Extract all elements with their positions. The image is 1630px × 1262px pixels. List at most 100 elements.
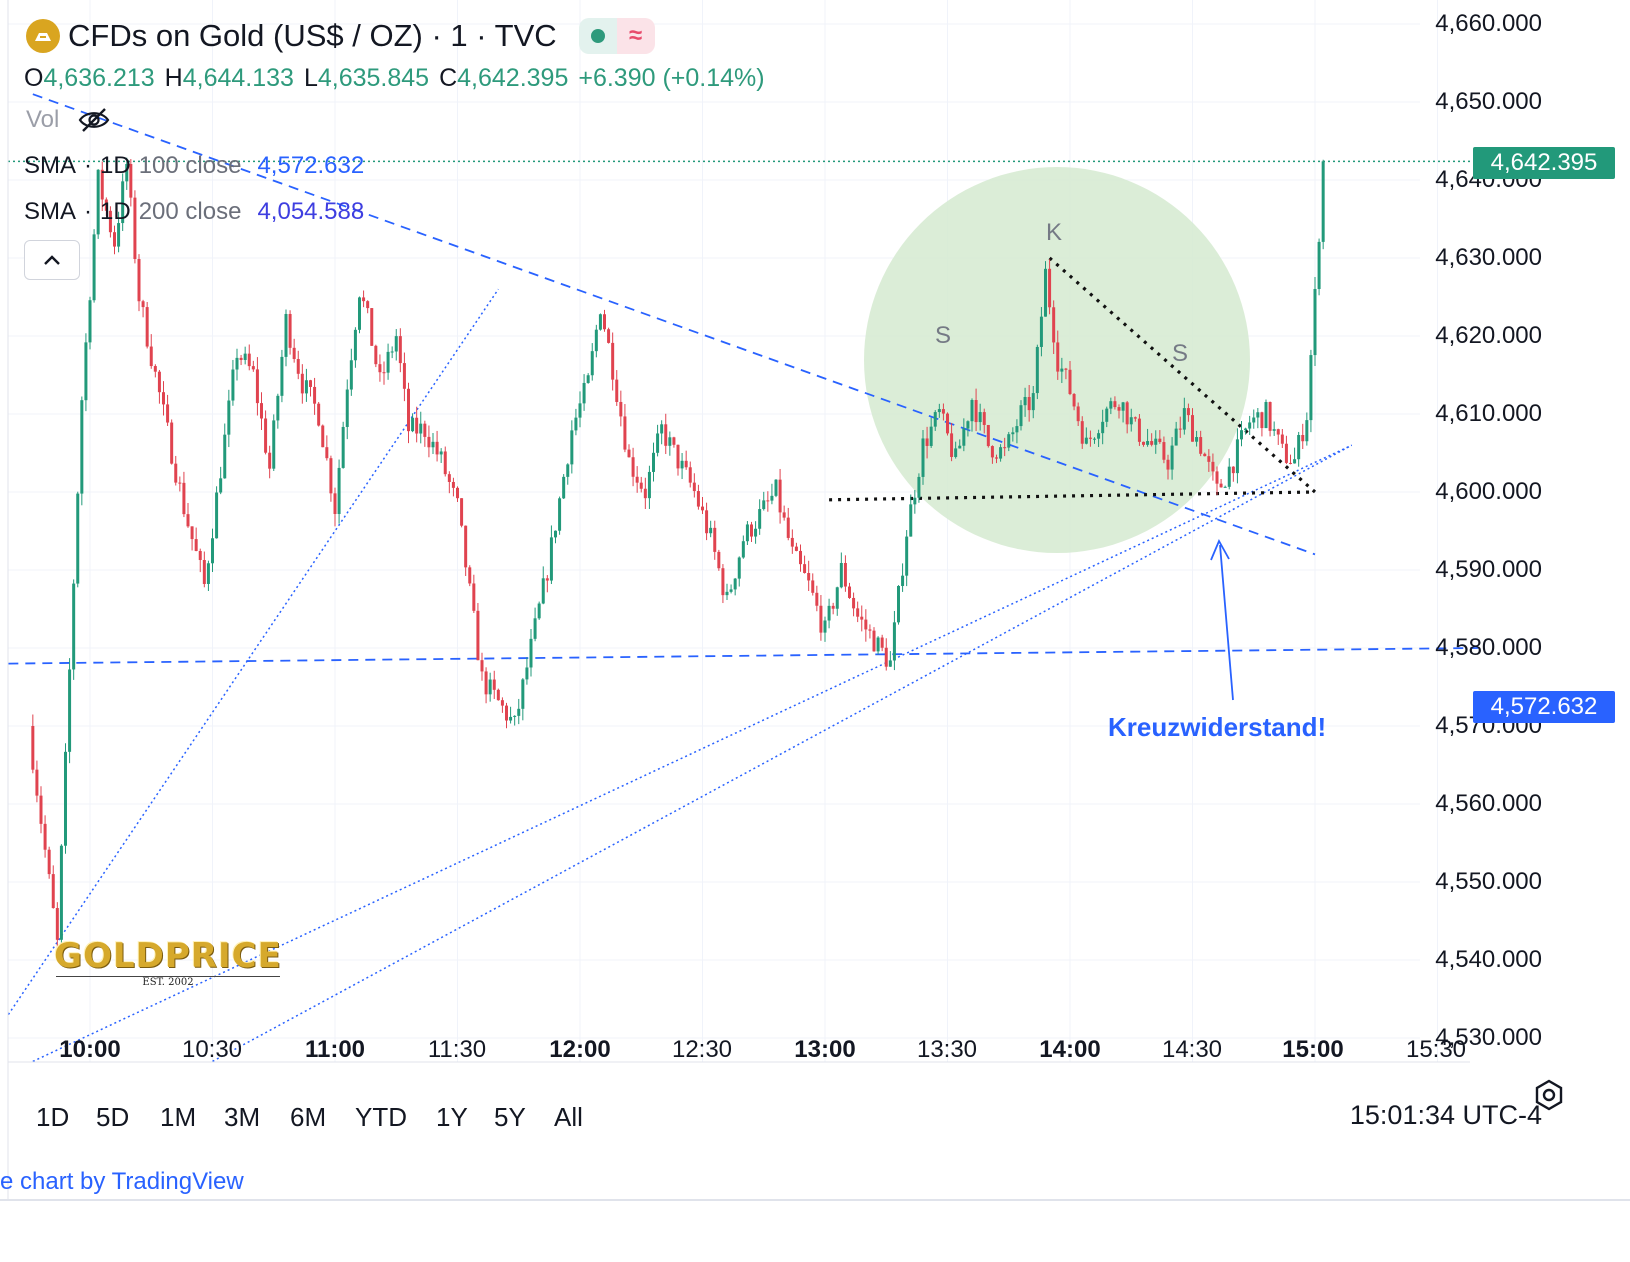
candle-body bbox=[1146, 441, 1150, 445]
candle-body bbox=[1260, 412, 1264, 429]
candle-body bbox=[1252, 417, 1256, 423]
candle-body bbox=[794, 546, 798, 551]
candle-body bbox=[566, 464, 570, 477]
candle-body bbox=[145, 307, 149, 347]
candle-body bbox=[537, 603, 541, 619]
candle-body bbox=[717, 551, 721, 569]
sma-200-name: SMA bbox=[24, 198, 77, 225]
candle-body bbox=[831, 605, 835, 609]
market-open-icon bbox=[578, 18, 617, 54]
candle-body bbox=[827, 605, 831, 621]
range-5y-button[interactable]: 5Y bbox=[494, 1102, 526, 1132]
range-3m-button[interactable]: 3M bbox=[224, 1102, 261, 1132]
candle-body bbox=[705, 510, 709, 534]
candle-body bbox=[570, 430, 574, 465]
candle-body bbox=[362, 297, 366, 302]
candle-body bbox=[982, 412, 986, 425]
sma-200-value: 4,054.588 bbox=[257, 198, 365, 225]
settings-gear-icon[interactable] bbox=[1532, 1078, 1566, 1112]
range-1m-button[interactable]: 1M bbox=[160, 1102, 197, 1132]
candle-body bbox=[456, 487, 459, 499]
candle-body bbox=[843, 562, 847, 587]
candle-body bbox=[1031, 393, 1035, 411]
candle-body bbox=[517, 708, 521, 716]
candle-body bbox=[1309, 355, 1313, 421]
candle-body bbox=[1080, 421, 1084, 444]
candle-body bbox=[1125, 402, 1129, 425]
candle-body bbox=[80, 400, 84, 494]
range-1d-button[interactable]: 1D bbox=[36, 1102, 70, 1132]
candle-body bbox=[754, 528, 758, 537]
candle-body bbox=[443, 451, 447, 475]
range-all-button[interactable]: All bbox=[554, 1102, 583, 1132]
candle-body bbox=[774, 479, 778, 496]
head-label: K bbox=[1045, 219, 1063, 246]
candle-body bbox=[888, 660, 892, 667]
candle-body bbox=[1158, 438, 1162, 443]
candle-body bbox=[958, 445, 962, 449]
candle-body bbox=[647, 471, 651, 499]
market-status-pill[interactable]: ≈ bbox=[578, 18, 655, 54]
candle-body bbox=[668, 437, 672, 446]
candle-body bbox=[202, 560, 206, 584]
candle-body bbox=[141, 301, 145, 308]
change-value: +6.390 (+0.14%) bbox=[578, 64, 765, 92]
price-tick: 4,620.000 bbox=[1435, 322, 1542, 349]
candle-body bbox=[549, 537, 553, 581]
candle-body bbox=[153, 366, 157, 372]
candle-body bbox=[113, 232, 116, 247]
candle-body bbox=[104, 199, 108, 211]
symbol-title[interactable]: CFDs on Gold (US$ / OZ) · 1 · TVC bbox=[68, 18, 557, 53]
candle-body bbox=[117, 223, 121, 247]
collapse-legend-button[interactable] bbox=[24, 240, 80, 280]
candle-body bbox=[121, 181, 125, 224]
candle-body bbox=[1207, 456, 1211, 462]
volume-legend[interactable]: Vol bbox=[26, 106, 111, 134]
candle-body bbox=[88, 300, 92, 343]
candle-body bbox=[864, 619, 868, 630]
candle-body bbox=[684, 460, 688, 468]
candle-body bbox=[488, 679, 492, 695]
candle-body bbox=[839, 562, 843, 588]
time-tick: 10:30 bbox=[181, 1036, 243, 1063]
time-tick: 10:00 bbox=[59, 1036, 121, 1063]
eye-hidden-icon[interactable] bbox=[77, 107, 111, 133]
sma-100-legend[interactable]: SMA · 1D 100 close 4,572.632 bbox=[24, 152, 365, 179]
candle-body bbox=[500, 700, 504, 706]
candle-body bbox=[1011, 432, 1015, 435]
range-1y-button[interactable]: 1Y bbox=[436, 1102, 468, 1132]
candle-body bbox=[419, 423, 423, 434]
candle-body bbox=[231, 369, 235, 401]
candle-body bbox=[986, 424, 990, 447]
candle-body bbox=[835, 587, 839, 609]
attribution-link[interactable]: e chart by TradingView bbox=[0, 1168, 244, 1195]
candle-body bbox=[505, 705, 508, 721]
sma-200-legend[interactable]: SMA · 1D 200 close 4,054.588 bbox=[24, 198, 365, 225]
goldprice-watermark: GOLDPRICE EST. 2002 bbox=[36, 936, 300, 988]
timezone-clock[interactable]: 15:01:34 UTC-4 bbox=[1349, 1100, 1542, 1130]
candle-body bbox=[745, 524, 749, 542]
range-6m-button[interactable]: 6M bbox=[290, 1102, 327, 1132]
candle-body bbox=[317, 403, 321, 426]
range-5d-button[interactable]: 5D bbox=[96, 1102, 130, 1132]
price-tick: 4,580.000 bbox=[1435, 634, 1542, 661]
candle-body bbox=[729, 589, 733, 592]
candle-body bbox=[190, 526, 194, 540]
candle-body bbox=[815, 592, 819, 606]
candle-body bbox=[223, 434, 227, 479]
candle-body bbox=[1097, 433, 1101, 439]
candle-body bbox=[1272, 429, 1276, 431]
candle-body bbox=[905, 536, 909, 576]
candle-body bbox=[778, 479, 782, 513]
candle-body bbox=[766, 500, 770, 502]
ohlc-legend: O4,636.213 H4,644.133 L4,635.845 C4,642.… bbox=[24, 64, 765, 93]
candle-body bbox=[758, 509, 762, 529]
candle-body bbox=[170, 422, 174, 464]
range-ytd-button[interactable]: YTD bbox=[355, 1102, 407, 1132]
candle-body bbox=[954, 448, 958, 457]
candle-body bbox=[1056, 342, 1060, 372]
sma-100-name: SMA bbox=[24, 152, 77, 179]
candle-body bbox=[378, 364, 382, 373]
price-tick: 4,550.000 bbox=[1435, 868, 1542, 895]
